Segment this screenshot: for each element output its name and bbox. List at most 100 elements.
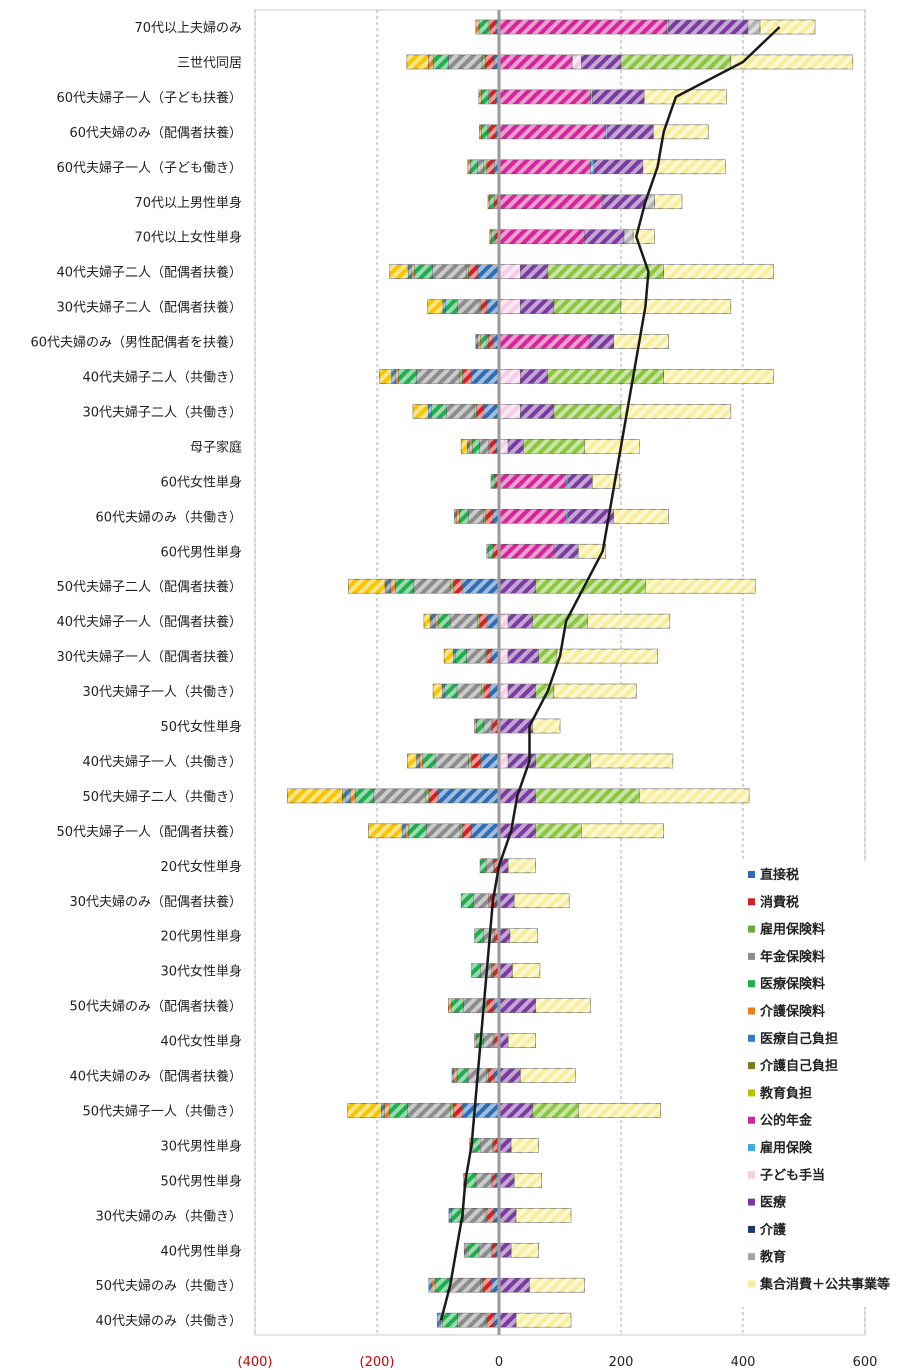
category-label: 30代夫婦子一人（共働き） <box>82 684 242 700</box>
bar-segment-hatch <box>492 509 499 524</box>
bar-segment-hatch <box>492 544 498 559</box>
bar-segment-hatch <box>345 788 351 803</box>
legend-label: 直接税 <box>760 867 799 883</box>
bar-segment-hatch <box>480 858 487 873</box>
bar-segment-hatch <box>486 1313 495 1328</box>
x-tick-label: (200) <box>360 1355 395 1370</box>
bar-segment-hatch <box>484 1208 487 1223</box>
bar-segment-hatch <box>477 614 480 629</box>
bar-segment-hatch <box>495 893 499 908</box>
bar-segment-hatch <box>434 1278 451 1293</box>
bar-segment-hatch <box>488 544 493 559</box>
bar-segment-hatch <box>430 614 432 629</box>
legend-swatch <box>748 1144 755 1151</box>
bar-segment-hatch <box>480 299 487 314</box>
bar-segment-hatch <box>479 614 487 629</box>
bar-segment-hatch <box>456 1068 468 1083</box>
bar-segment-hatch <box>535 753 591 768</box>
net-burden-line <box>439 26 781 1321</box>
bar-segment-hatch <box>494 998 499 1013</box>
bar-segment-hatch <box>480 1138 493 1153</box>
bar-segment-hatch <box>581 54 621 69</box>
bar-segment-hatch <box>508 1033 536 1048</box>
bar-segment-hatch <box>472 439 480 454</box>
bar-segment-hatch <box>499 998 536 1013</box>
bar-segment-hatch <box>389 1103 408 1118</box>
bar-segment-hatch <box>475 334 478 349</box>
bar-segment-hatch <box>567 474 593 489</box>
bar-segment-hatch <box>483 928 493 943</box>
bar-segment-hatch <box>459 823 463 838</box>
bar-segment-hatch <box>432 264 467 279</box>
x-tick-label: 400 <box>731 1355 756 1370</box>
category-label: 40代男性単身 <box>160 1243 242 1259</box>
bar-segment-hatch <box>535 788 640 803</box>
bar-segment-hatch <box>483 509 486 524</box>
bar-segment-hatch <box>422 753 435 768</box>
bar-segment-hatch <box>553 299 621 314</box>
bar-segment-hatch <box>499 928 510 943</box>
category-label: 50代男性単身 <box>160 1173 242 1189</box>
legend-label: 医療自己負担 <box>760 1031 838 1047</box>
legend-swatch <box>748 871 755 878</box>
bar-segment-hatch <box>499 649 509 664</box>
bar-segment-hatch <box>477 159 484 174</box>
bar-segment-hatch <box>476 404 484 419</box>
category-label: 40代夫婦子二人（共働き） <box>82 370 242 386</box>
bar-segment-hatch <box>453 1103 463 1118</box>
bar-segment-hatch <box>474 719 477 733</box>
bar-segment-hatch <box>639 788 750 803</box>
bar-segment-hatch <box>499 579 536 594</box>
bar-segment-hatch <box>489 194 495 209</box>
bar-segment-hatch <box>535 823 582 838</box>
x-tick-label: 600 <box>853 1355 878 1370</box>
bar-segment-hatch <box>602 194 646 209</box>
bar-segment-hatch <box>406 54 429 69</box>
category-label: 30代夫婦のみ（共働き） <box>95 1208 242 1224</box>
bar-segment-hatch <box>442 1313 458 1328</box>
bar-segment-hatch <box>499 753 509 768</box>
bar-segment-hatch <box>434 614 438 629</box>
bar-segment-hatch <box>495 439 499 454</box>
category-label: 50代夫婦のみ（配偶者扶養） <box>69 999 242 1015</box>
bar-segment-hatch <box>624 229 634 244</box>
legend-label: 年金保険料 <box>760 949 825 965</box>
bar-segment-hatch <box>514 893 570 908</box>
bar-segment-hatch <box>581 823 664 838</box>
bar-segment-hatch <box>499 369 521 384</box>
bar-segment-hatch <box>547 264 664 279</box>
bar-segment-hatch <box>499 194 603 209</box>
bar-segment-hatch <box>532 719 560 733</box>
bar-segment-hatch <box>419 753 423 768</box>
bar-segment-hatch <box>486 159 495 174</box>
legend-swatch <box>748 1198 755 1206</box>
bar-segment-hatch <box>508 753 536 768</box>
bar-segment-hatch <box>373 788 426 803</box>
bar-segment-hatch <box>492 1173 496 1188</box>
bar-segment-hatch <box>459 509 469 524</box>
bar-segment-hatch <box>463 998 485 1013</box>
bar-segment-hatch <box>480 753 499 768</box>
category-label: 40代夫婦子二人（配偶者扶養） <box>56 265 242 281</box>
bar-segment-hatch <box>486 334 489 349</box>
bar-segment-hatch <box>408 823 427 838</box>
bar-segment-hatch <box>437 1313 441 1328</box>
bar-segment-hatch <box>492 1243 496 1258</box>
bar-segment-hatch <box>473 404 477 419</box>
bar-segment-hatch <box>478 299 481 314</box>
bar-segment-hatch <box>499 858 509 873</box>
bar-segment-hatch <box>488 1068 495 1083</box>
bar-segment-hatch <box>499 1208 517 1223</box>
bar-segment-hatch <box>592 89 645 104</box>
bar-segment-hatch <box>462 823 472 838</box>
bar-segment-hatch <box>590 753 673 768</box>
bar-segment-hatch <box>493 1138 498 1153</box>
category-label: 30代夫婦子二人（共働き） <box>82 404 242 420</box>
bar-segment-hatch <box>384 1103 390 1118</box>
bar-segment-hatch <box>590 89 593 104</box>
bar-segment-hatch <box>488 89 490 104</box>
bar-segment-hatch <box>512 963 540 978</box>
bar-segment-hatch <box>589 334 614 349</box>
